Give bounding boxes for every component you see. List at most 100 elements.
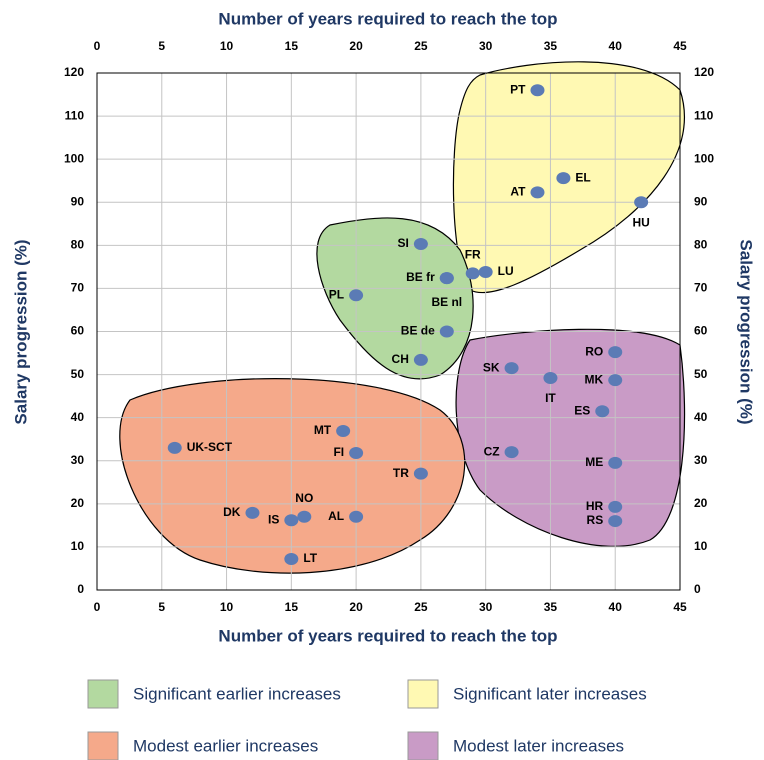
y2-axis-title: Salary progression (%): [737, 239, 756, 424]
data-point: [608, 515, 623, 528]
point-label: CZ: [484, 444, 500, 458]
y-tick-label: 120: [64, 65, 84, 79]
x-tick-label: 45: [673, 600, 687, 614]
data-point: [284, 514, 299, 527]
data-point: [478, 266, 493, 279]
point-label: SK: [483, 360, 500, 374]
y-tick-label: 20: [71, 496, 85, 510]
point-label: PL: [329, 287, 344, 301]
point-label: IS: [268, 512, 279, 526]
x-tick-label: 40: [609, 39, 623, 53]
point-label: MK: [585, 372, 604, 386]
data-point: [349, 510, 364, 523]
y2-tick-label: 0: [694, 582, 701, 596]
point-label: AL: [328, 509, 344, 523]
x-tick-label: 20: [349, 600, 363, 614]
x-tick-label: 25: [414, 39, 428, 53]
legend-label: Significant later increases: [453, 684, 647, 703]
point-label: BE de: [401, 324, 435, 338]
point-label: BE nl: [431, 295, 462, 309]
y2-tick-label: 120: [694, 65, 714, 79]
y2-tick-label: 20: [694, 496, 708, 510]
y2-tick-label: 100: [694, 151, 714, 165]
x-tick-label: 30: [479, 39, 493, 53]
x-tick-label: 35: [544, 600, 558, 614]
y2-tick-label: 30: [694, 453, 708, 467]
data-point: [595, 405, 610, 418]
x-axis-title-top: Number of years required to reach the to…: [218, 9, 557, 28]
x-tick-label: 35: [544, 39, 558, 53]
point-label: BE fr: [406, 270, 435, 284]
data-point: [530, 84, 545, 97]
point-label: RO: [585, 344, 603, 358]
data-point: [608, 500, 623, 513]
x-tick-label: 10: [220, 600, 234, 614]
data-point: [608, 346, 623, 359]
y2-tick-label: 110: [694, 108, 714, 122]
y-tick-label: 0: [77, 582, 84, 596]
point-label: LT: [303, 551, 317, 565]
legend-label: Significant earlier increases: [133, 684, 341, 703]
data-point: [608, 456, 623, 469]
x-tick-label: 0: [94, 39, 101, 53]
point-label: RS: [587, 513, 604, 527]
data-point: [543, 372, 558, 385]
point-label: CH: [392, 352, 409, 366]
data-point: [413, 467, 428, 480]
point-label: DK: [223, 505, 241, 519]
x-tick-label: 15: [285, 39, 299, 53]
y-tick-label: 10: [71, 539, 85, 553]
point-label: TR: [393, 466, 409, 480]
x-tick-label: 40: [609, 600, 623, 614]
y-tick-label: 100: [64, 151, 84, 165]
data-point: [413, 238, 428, 251]
data-point: [349, 446, 364, 459]
y2-tick-label: 40: [694, 410, 708, 424]
data-point: [284, 552, 299, 565]
y2-tick-label: 60: [694, 324, 708, 338]
data-point: [504, 446, 519, 459]
group-area: [119, 378, 466, 574]
point-label: HU: [632, 215, 649, 229]
y2-tick-label: 70: [694, 281, 708, 295]
y-tick-label: 80: [71, 238, 85, 252]
x-tick-label: 25: [414, 600, 428, 614]
x-tick-label: 5: [158, 39, 165, 53]
data-point: [349, 289, 364, 302]
data-point: [297, 510, 312, 523]
x-tick-label: 20: [349, 39, 363, 53]
x-tick-label: 45: [673, 39, 687, 53]
point-label: NO: [295, 491, 313, 505]
legend-swatch: [87, 679, 119, 709]
data-point: [556, 172, 571, 185]
y-tick-label: 60: [71, 324, 85, 338]
legend-label: Modest later increases: [453, 736, 624, 755]
point-label: LU: [498, 264, 514, 278]
point-label: FI: [333, 445, 344, 459]
x-tick-label: 0: [94, 600, 101, 614]
y-tick-label: 50: [71, 367, 85, 381]
x-axis-title: Number of years required to reach the to…: [218, 626, 557, 645]
y2-tick-label: 90: [694, 194, 708, 208]
x-tick-label: 10: [220, 39, 234, 53]
data-point: [439, 272, 454, 285]
point-label: ES: [574, 403, 590, 417]
legend-swatch: [407, 731, 439, 760]
legend-swatch: [87, 731, 119, 760]
point-label: SI: [398, 236, 409, 250]
legend-label: Modest earlier increases: [133, 736, 318, 755]
data-point: [530, 186, 545, 199]
plot-frame: [96, 72, 681, 591]
point-label: PT: [510, 82, 526, 96]
y-tick-label: 90: [71, 194, 85, 208]
data-point: [439, 325, 454, 338]
point-label: UK-SCT: [187, 440, 233, 454]
point-label: EL: [575, 170, 590, 184]
legend-swatch: [407, 679, 439, 709]
point-label: HR: [586, 499, 604, 513]
point-label: ME: [585, 455, 603, 469]
data-point: [504, 362, 519, 375]
point-label: AT: [510, 185, 526, 199]
y2-tick-label: 80: [694, 238, 708, 252]
